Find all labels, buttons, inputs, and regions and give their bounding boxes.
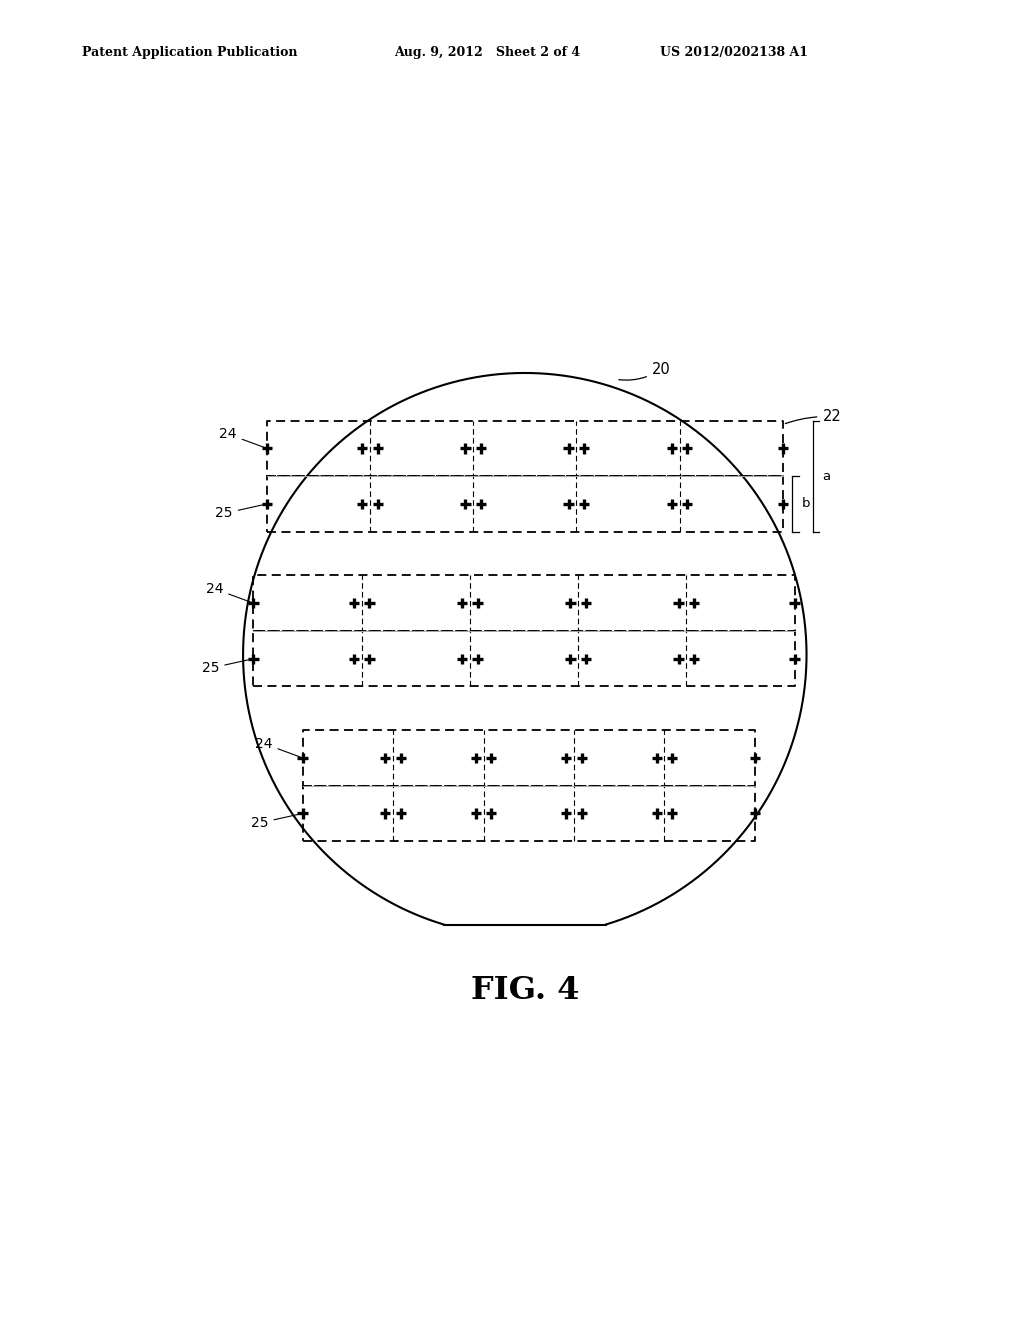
Text: b: b	[802, 498, 810, 511]
Text: 25: 25	[251, 814, 300, 830]
Text: a: a	[822, 470, 830, 483]
Text: US 2012/0202138 A1: US 2012/0202138 A1	[660, 46, 809, 59]
Text: Patent Application Publication: Patent Application Publication	[82, 46, 297, 59]
Text: 25: 25	[215, 504, 264, 520]
Text: 24: 24	[255, 737, 300, 756]
Text: 25: 25	[202, 659, 251, 676]
Text: Aug. 9, 2012   Sheet 2 of 4: Aug. 9, 2012 Sheet 2 of 4	[394, 46, 581, 59]
Text: 24: 24	[219, 428, 264, 447]
Text: FIG. 4: FIG. 4	[471, 975, 579, 1006]
Text: 22: 22	[785, 409, 841, 424]
Text: 24: 24	[206, 582, 251, 602]
Text: 20: 20	[618, 362, 671, 380]
